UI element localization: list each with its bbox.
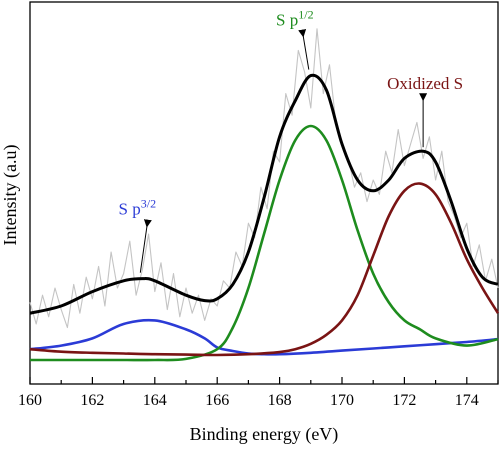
annotation-arrow (139, 219, 152, 273)
x-tick-label: 174 (455, 392, 479, 409)
x-tick-label: 160 (18, 392, 42, 409)
series-line-envelope (29, 73, 499, 315)
annotation-label: S p1/2 (276, 8, 314, 30)
x-tick-label: 168 (268, 392, 292, 409)
x-tick-label: 170 (330, 392, 354, 409)
y-axis-label: Intensity (a.u) (0, 145, 21, 246)
plot-area-frame (29, 1, 499, 385)
annotation-arrow (298, 28, 310, 70)
series-layer (29, 28, 500, 362)
series-line-s-p1-2 (30, 124, 499, 362)
x-tick-label: 162 (80, 392, 104, 409)
series-line-oxidized-s (29, 182, 500, 357)
x-tick-label: 172 (392, 392, 416, 409)
x-tick-label: 166 (205, 392, 229, 409)
annotation-label: S p3/2 (119, 197, 157, 219)
annotation-label: Oxidized S (387, 74, 463, 93)
x-tick-label: 164 (143, 392, 167, 409)
x-axis-ticks: 160 162 164 166 168 170 172 174 (18, 377, 499, 409)
series-line-s-p3-2 (29, 318, 499, 356)
x-axis-label: Binding energy (eV) (190, 424, 339, 445)
